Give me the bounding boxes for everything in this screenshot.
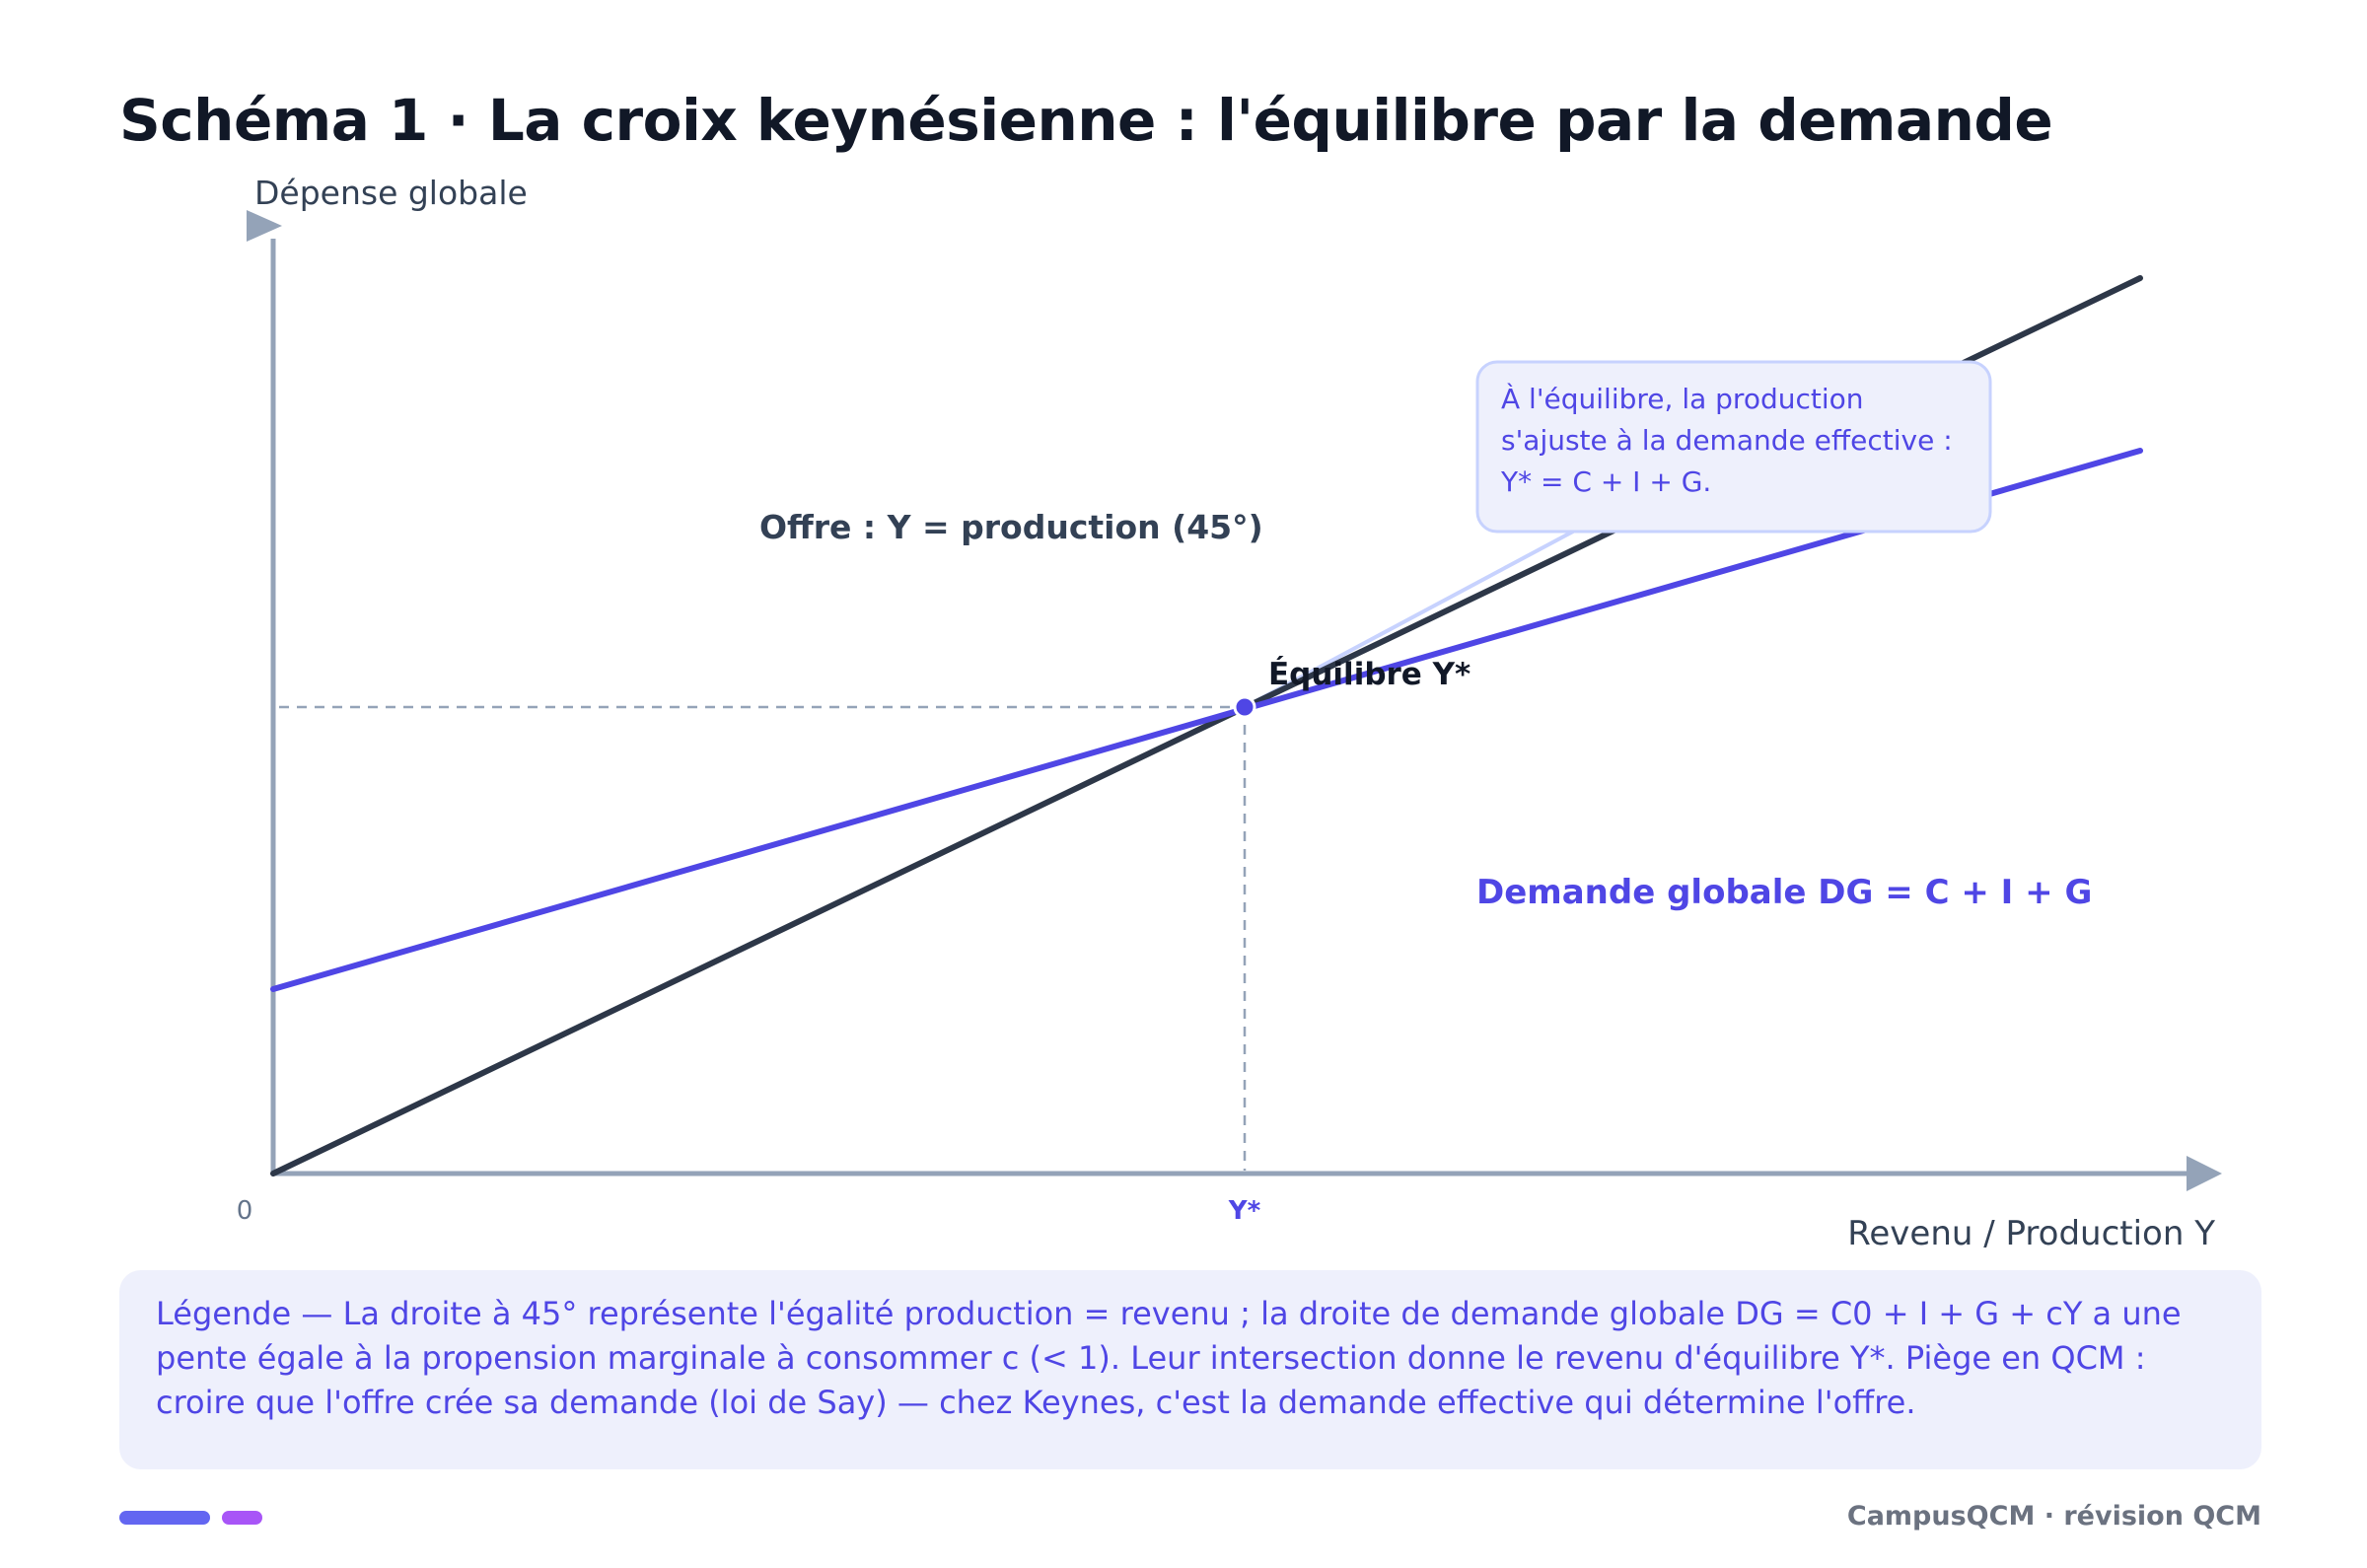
x-axis-arrow — [2187, 1156, 2222, 1191]
offre-line-label: Offre : Y = production (45°) — [759, 508, 1263, 546]
page-title: Schéma 1 · La croix keynésienne : l'équi… — [119, 87, 2053, 154]
x-axis-label: Revenu / Production Y — [1847, 1214, 2215, 1253]
y-star-tick-label: Y* — [1228, 1196, 1261, 1226]
equilibrium-point — [1233, 695, 1256, 719]
footer-accent-bar — [119, 1511, 210, 1525]
callout-line-1: À l'équilibre, la production — [1501, 382, 1864, 415]
callout-line-3: Y* = C + I + G. — [1500, 465, 1711, 498]
footer-accent-bar-secondary — [222, 1511, 262, 1525]
y-axis-arrow — [247, 210, 282, 242]
callout-pointer — [1244, 523, 1587, 709]
y-axis-label: Dépense globale — [254, 174, 528, 212]
callout-line-2: s'ajuste à la demande effective : — [1501, 424, 1953, 457]
legend-box: Légende — La droite à 45° représente l'é… — [119, 1270, 2261, 1469]
origin-label: 0 — [237, 1196, 253, 1226]
callout-box — [1475, 360, 1992, 534]
equilibrium-label: Équilibre Y* — [1268, 657, 1470, 692]
demande-line — [270, 448, 2143, 992]
legend-text: Légende — La droite à 45° représente l'é… — [156, 1295, 2182, 1421]
footer-credit: CampusQCM · révision QCM — [1846, 1501, 2261, 1532]
demande-line-label: Demande globale DG = C + I + G — [1476, 873, 2092, 912]
